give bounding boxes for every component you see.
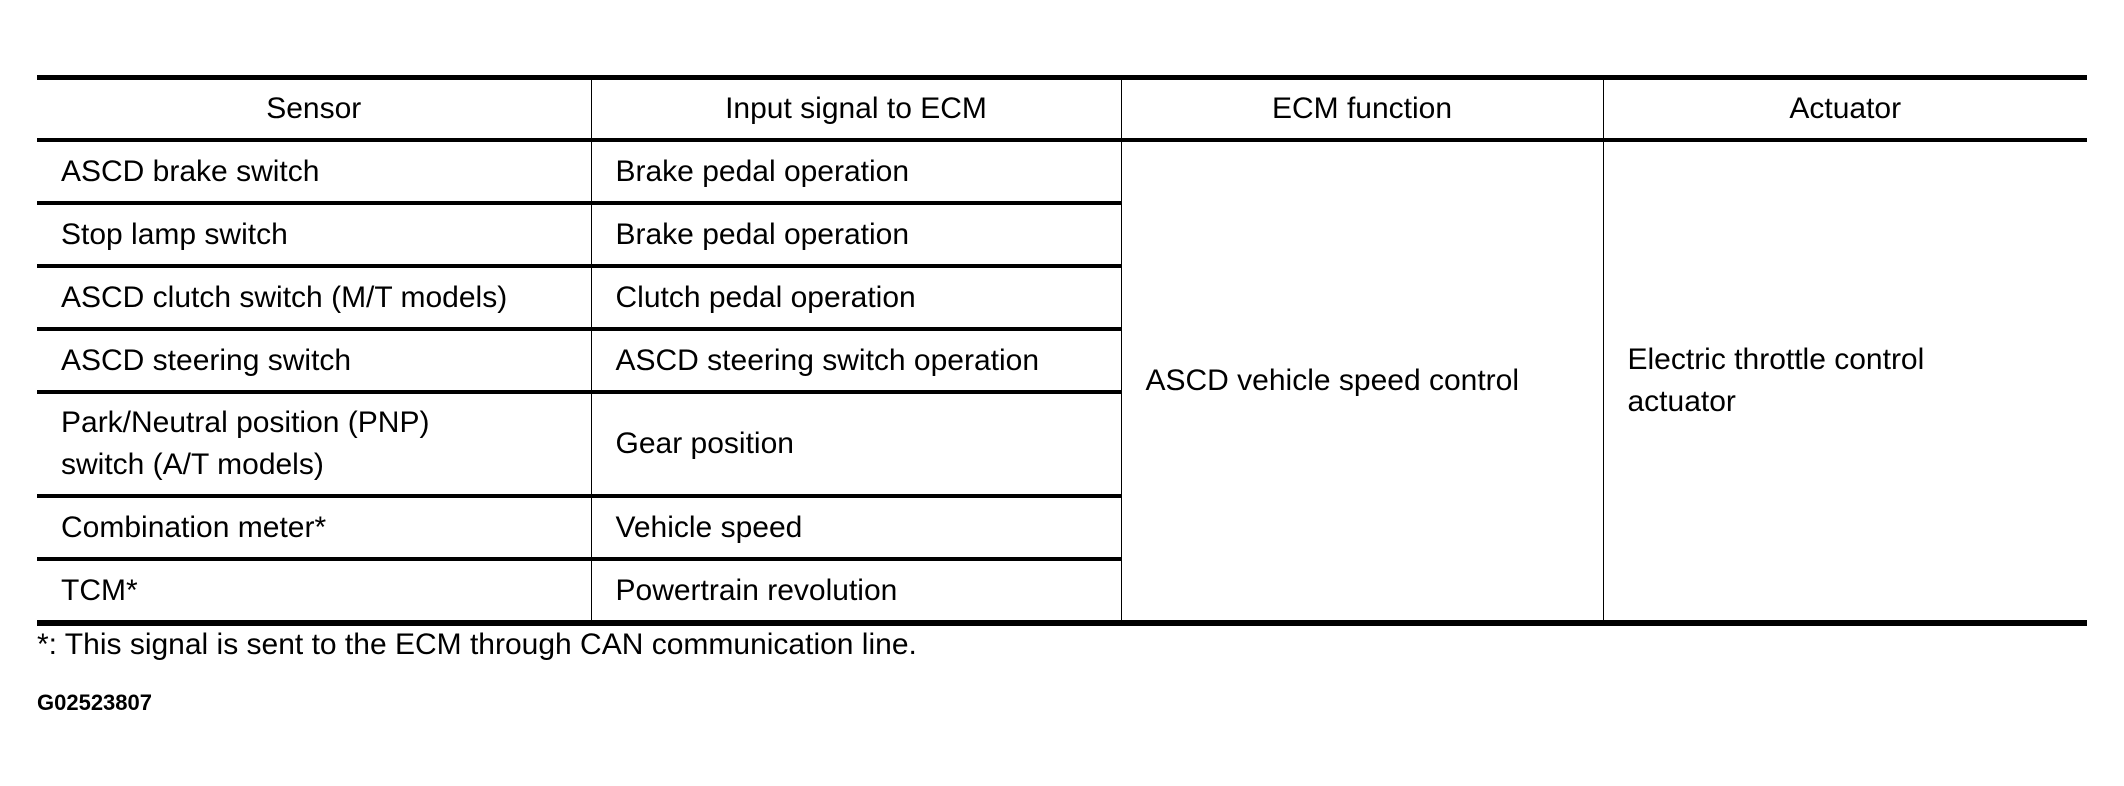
footnote: *: This signal is sent to the ECM throug… — [37, 628, 917, 661]
header-ecm-function: ECM function — [1120, 77, 1603, 140]
figure-code: G02523807 — [37, 690, 152, 715]
sensor-cell: Combination meter* — [37, 494, 591, 559]
input-cell: Powertrain revolution — [590, 557, 1121, 623]
sensor-cell: Park/Neutral position (PNP) switch (A/T … — [37, 390, 591, 496]
ecm-function-cell: ASCD vehicle speed control — [1120, 138, 1603, 623]
header-actuator: Actuator — [1602, 77, 2087, 140]
table-row: Combination meter* Vehicle speed — [37, 494, 2087, 559]
sensor-cell: ASCD steering switch — [37, 327, 591, 392]
sensor-cell: ASCD brake switch — [37, 138, 591, 203]
actuator-cell: Electric throttle control actuator — [1602, 138, 2087, 623]
table-row: Stop lamp switch Brake pedal operation — [37, 201, 2087, 266]
input-cell: Gear position — [590, 390, 1121, 496]
header-row: Sensor Input signal to ECM ECM function … — [37, 77, 2087, 140]
input-cell: Brake pedal operation — [590, 201, 1121, 266]
table-row: ASCD brake switch Brake pedal operation … — [37, 138, 2087, 623]
sensor-cell: Stop lamp switch — [37, 201, 591, 266]
table-row: ASCD steering switch ASCD steering switc… — [37, 327, 2087, 392]
table-row: ASCD clutch switch (M/T models) Clutch p… — [37, 264, 2087, 329]
header-input-signal: Input signal to ECM — [590, 77, 1121, 140]
ascd-signal-table: Sensor Input signal to ECM ECM function … — [37, 75, 2087, 626]
table-row: Park/Neutral position (PNP) switch (A/T … — [37, 390, 2087, 496]
sensor-cell: ASCD clutch switch (M/T models) — [37, 264, 591, 329]
input-cell: Vehicle speed — [590, 494, 1121, 559]
header-sensor: Sensor — [266, 92, 362, 125]
input-cell: ASCD steering switch operation — [590, 327, 1121, 392]
input-cell: Clutch pedal operation — [590, 264, 1121, 329]
table-row: TCM* Powertrain revolution — [37, 557, 2087, 623]
input-cell: Brake pedal operation — [590, 138, 1121, 203]
sensor-cell: TCM* — [37, 557, 591, 623]
